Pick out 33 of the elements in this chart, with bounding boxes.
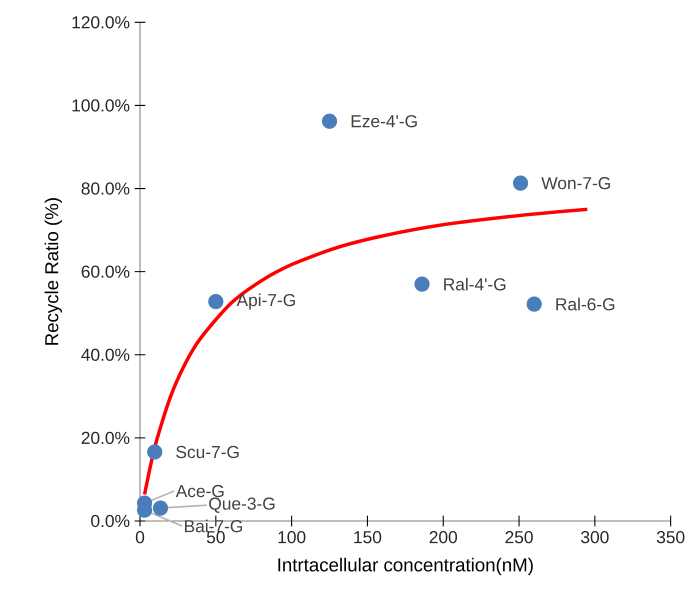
y-axis-title: Recycle Ratio (%) [44, 198, 62, 345]
point [147, 444, 162, 460]
annotation: Eze-4'-G [352, 115, 417, 128]
x-tick-label: 250 [505, 531, 533, 544]
point [322, 114, 338, 129]
point [152, 500, 168, 516]
y-tick-label: 40.0% [81, 348, 130, 361]
y-tick-label: 120.0% [72, 16, 130, 28]
y-tick-label: 0.0% [91, 514, 130, 528]
annotation: Bai-7-G [185, 520, 242, 532]
x-tick-label: 350 [656, 531, 684, 544]
x-tick-label: 100 [278, 531, 306, 544]
y-tick-label: 80.0% [82, 182, 130, 195]
y-tick-label: 60.0% [82, 266, 130, 278]
annotation: Que-3-G [209, 498, 274, 513]
annotation: Won-7-G [541, 177, 610, 190]
point [512, 176, 528, 191]
annotation: Api-7-G [236, 293, 295, 310]
x-tick-label: 300 [581, 531, 609, 544]
annotation: Ral-4'-G [444, 278, 506, 290]
annotation: Ace-G [176, 484, 224, 498]
x-tick-label: 0 [136, 531, 144, 544]
annotation: Scu-7-G [176, 446, 239, 458]
x-axis-title: Intrtacellular concentration(nM) [278, 558, 533, 576]
x-tick-label: 200 [430, 531, 458, 544]
annotation: Ral-6-G [556, 298, 614, 310]
y-tick-label: 100.0% [72, 99, 130, 112]
x-tick-label: 50 [206, 531, 225, 544]
x-tick-label: 150 [354, 531, 382, 544]
point [526, 296, 542, 312]
point [414, 276, 430, 292]
y-tick-label: 20.0% [82, 432, 130, 444]
point [208, 294, 224, 310]
